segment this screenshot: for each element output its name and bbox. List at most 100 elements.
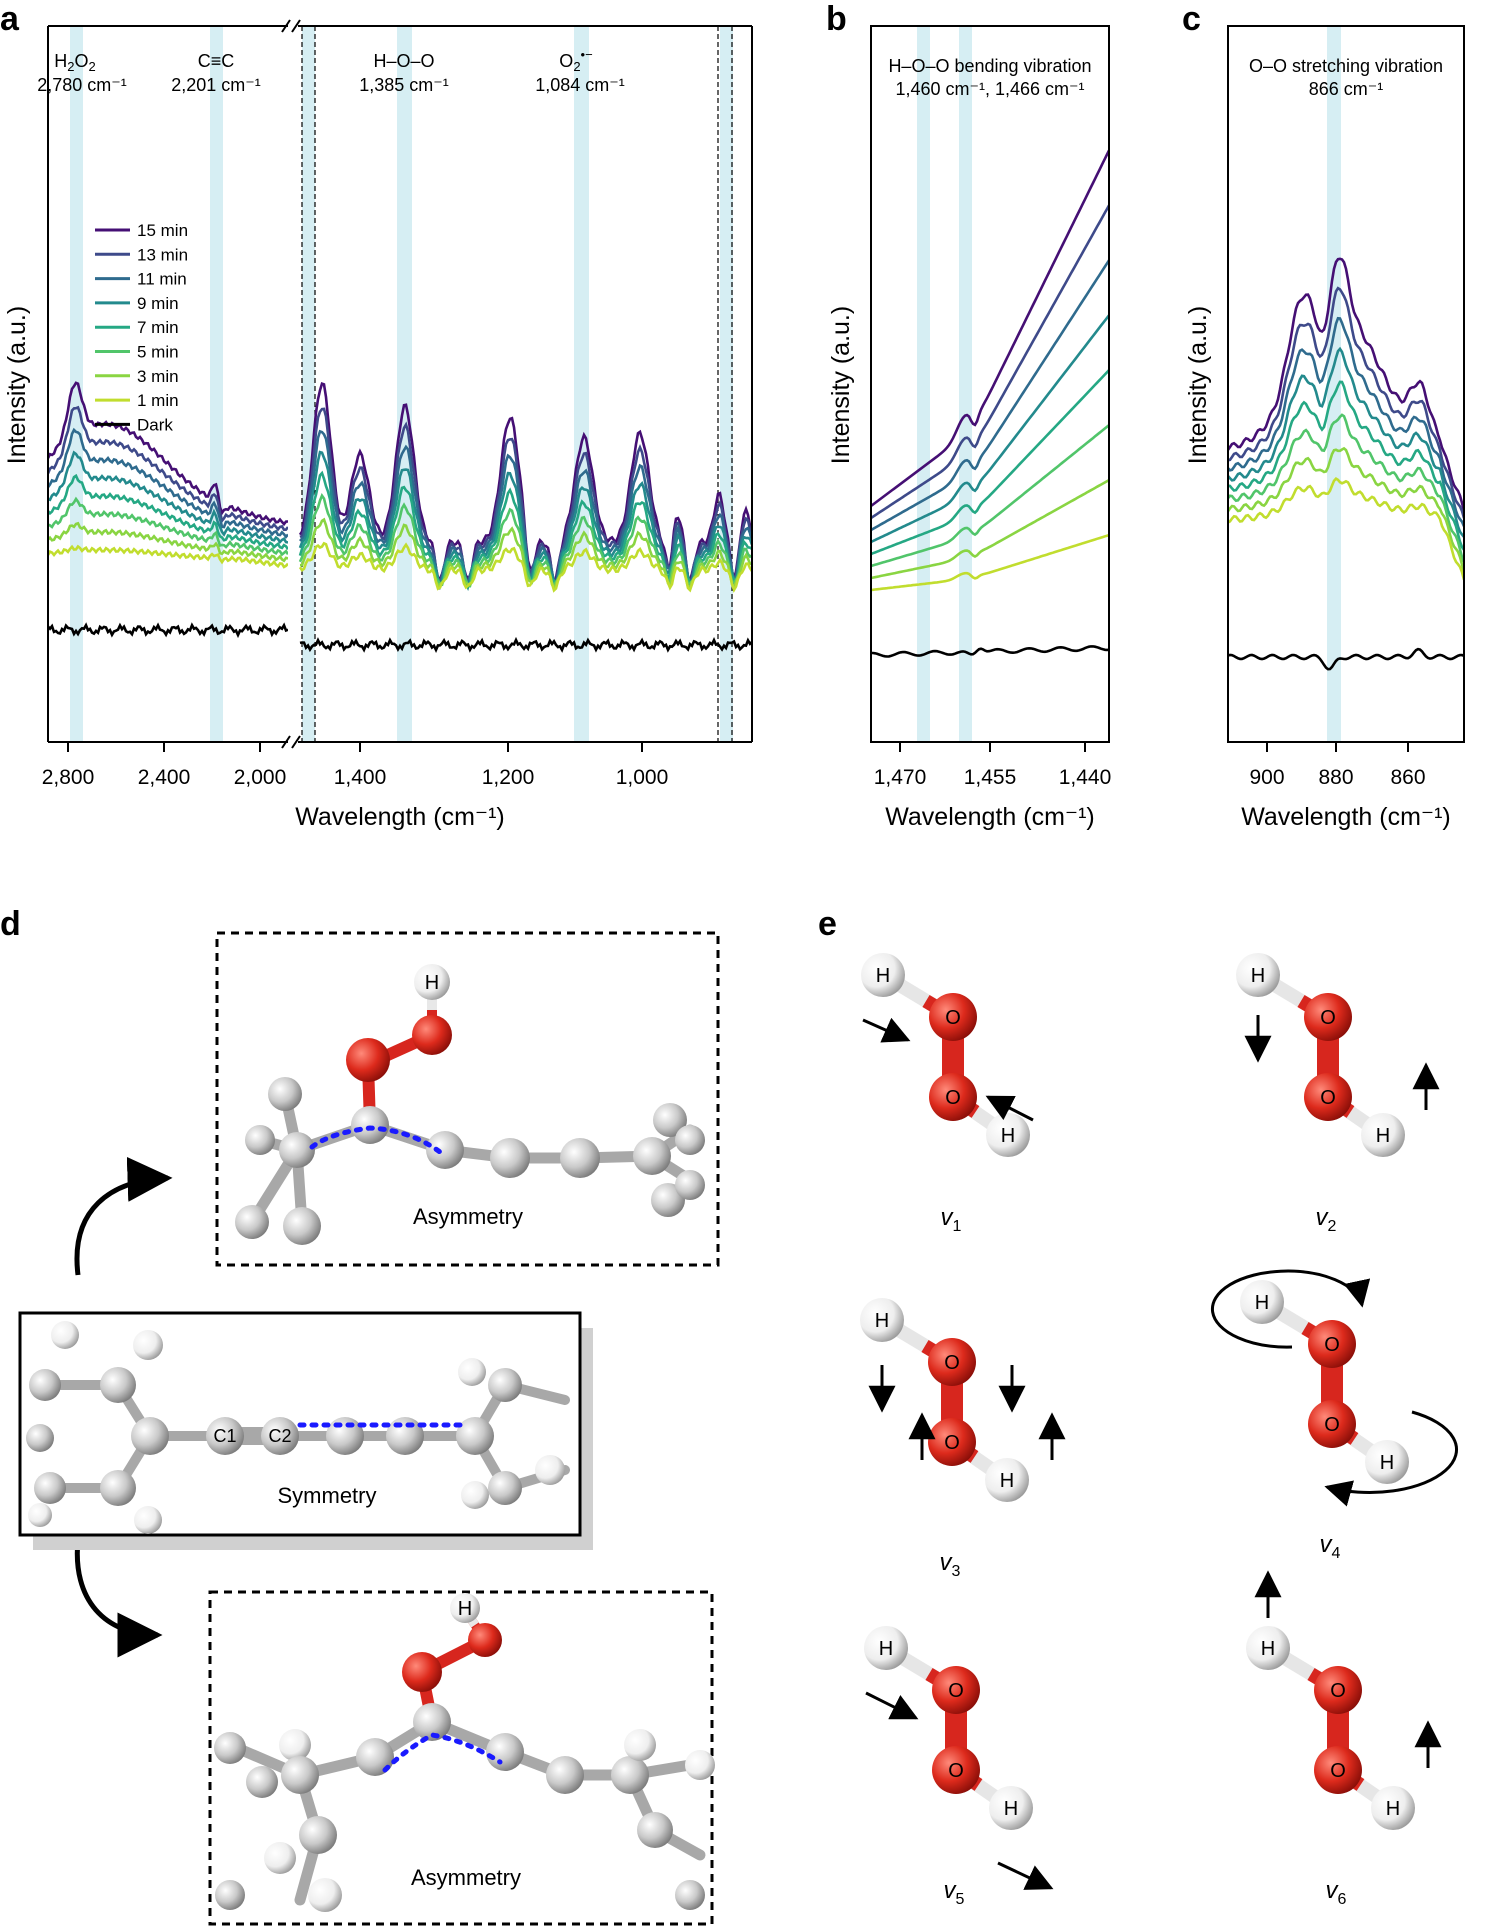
panel-label-b: b <box>826 0 847 38</box>
x-tick-label: 1,200 <box>482 766 535 789</box>
atom-label: O <box>1324 1334 1340 1356</box>
x-tick-label: 2,400 <box>138 766 191 789</box>
h2o2-molecule: O O H Hv3 <box>860 1298 1066 1580</box>
atom-label: O <box>945 1007 961 1029</box>
axis-break <box>291 735 301 749</box>
x-tick-label: 1,470 <box>874 766 927 789</box>
atom-label: O <box>948 1680 964 1702</box>
h2o2-molecule: O O H Hv2 <box>1236 953 1440 1235</box>
mode-label: v1 <box>941 1204 962 1235</box>
panel-label-e: e <box>818 905 837 943</box>
series-line <box>871 259 1109 532</box>
hydrogen-atom <box>1236 953 1280 997</box>
atom-label: O <box>1324 1414 1340 1436</box>
series-line-dark <box>871 645 1109 658</box>
hydrogen-atom <box>1361 1113 1405 1157</box>
legend-label: 9 min <box>137 294 179 313</box>
mode-label: v5 <box>944 1877 965 1908</box>
series-line <box>1228 346 1464 538</box>
panel-c: c 900 880 860 O–O stretching vibration 866… <box>1182 0 1465 831</box>
atom-label: H <box>1001 1125 1015 1147</box>
hydrogen-atom <box>864 1626 908 1670</box>
annotation-h2o2-pos: 2,780 cm⁻¹ <box>37 75 127 95</box>
hydrogen-atom <box>1246 1626 1290 1670</box>
motion-arrow <box>985 1095 1034 1122</box>
atom-label: H <box>1004 1798 1018 1820</box>
oxygen-atom <box>1314 1666 1362 1714</box>
x-tick-label: 860 <box>1390 766 1425 789</box>
atom-label: O <box>1330 1680 1346 1702</box>
series-line <box>1228 316 1464 527</box>
y-axis-label-b: Intensity (a.u.) <box>827 306 855 464</box>
x-tick-label: 1,455 <box>964 766 1017 789</box>
series-line <box>1228 446 1464 573</box>
atom-label: H <box>1261 1638 1275 1660</box>
atom-label: O <box>944 1352 960 1374</box>
annotation-cc-pos: 2,201 cm⁻¹ <box>171 75 261 95</box>
series-line <box>48 450 288 545</box>
rotation-arrow <box>1210 1269 1371 1349</box>
atom-label: O <box>1330 1760 1346 1782</box>
series-line <box>298 541 752 593</box>
series-line <box>1228 477 1464 581</box>
hydrogen-atom <box>985 1458 1029 1502</box>
panel-d: d <box>0 905 720 1926</box>
atom-label: H <box>875 1310 889 1332</box>
band-o2 <box>574 26 589 742</box>
band-zoom-b <box>302 26 315 742</box>
molecule-middle: C1 C2 <box>26 1321 570 1534</box>
panel-b: b 1,470 1,455 1,440 H–O–O bending vibratio… <box>826 0 1111 831</box>
x-axis-label-b: Wavelength (cm⁻¹) <box>885 803 1095 831</box>
symmetry-label: Symmetry <box>278 1483 377 1508</box>
oxygen-atom <box>932 1746 980 1794</box>
mode-label: v6 <box>1326 1877 1347 1908</box>
molecule-bottom: H <box>214 1593 715 1912</box>
axis-break <box>291 19 301 33</box>
x-tick-label: 2,000 <box>234 766 287 789</box>
series-line <box>48 381 288 527</box>
legend-label: 11 min <box>137 270 187 289</box>
oxygen-atom <box>932 1666 980 1714</box>
mode-label: v4 <box>1320 1531 1341 1562</box>
legend-label: 1 min <box>137 391 179 410</box>
series-line <box>48 473 288 551</box>
legend-label: 15 min <box>137 221 188 240</box>
series-line <box>871 314 1109 544</box>
series-line-dark <box>299 636 752 653</box>
title-b: H–O–O bending vibration <box>888 56 1091 76</box>
atom-c1: C1 <box>213 1426 236 1446</box>
annotation-cc-name: C≡C <box>198 51 235 71</box>
hydrogen-atom <box>1240 1280 1284 1324</box>
atom-label: O <box>945 1087 961 1109</box>
hydrogen-atom <box>1371 1786 1415 1830</box>
atom-c2: C2 <box>268 1426 291 1446</box>
band-zoom-c <box>720 26 733 742</box>
molecule-top: H <box>235 964 705 1245</box>
hydrogen-atom <box>989 1786 1033 1830</box>
series-line <box>298 470 752 590</box>
annotation-h2o2-name: H2O2 <box>54 51 95 74</box>
series-line <box>1228 380 1464 551</box>
annotation-o2-pos: 1,084 cm⁻¹ <box>535 75 625 95</box>
atom-label: O <box>1320 1007 1336 1029</box>
panel-label-a: a <box>0 0 20 38</box>
oxygen-atom <box>929 1073 977 1121</box>
x-tick-label: 1,400 <box>334 766 387 789</box>
band-cc <box>210 26 223 742</box>
series-line <box>871 533 1109 592</box>
band-hoo <box>397 26 412 742</box>
motion-arrow <box>862 1017 911 1043</box>
x-axis-label-c: Wavelength (cm⁻¹) <box>1241 803 1451 831</box>
mode-label: v3 <box>940 1549 961 1580</box>
atom-label: H <box>876 965 890 987</box>
annotation-hoo-pos: 1,385 cm⁻¹ <box>359 75 449 95</box>
bond-marker <box>309 1125 443 1155</box>
asymmetry-label-bottom: Asymmetry <box>411 1865 521 1890</box>
x-axis-label-a: Wavelength (cm⁻¹) <box>295 803 505 831</box>
legend-label: 5 min <box>137 343 179 362</box>
series-line <box>48 496 288 557</box>
series-line <box>48 544 288 569</box>
series-line <box>871 149 1109 508</box>
band-1460 <box>959 26 972 742</box>
